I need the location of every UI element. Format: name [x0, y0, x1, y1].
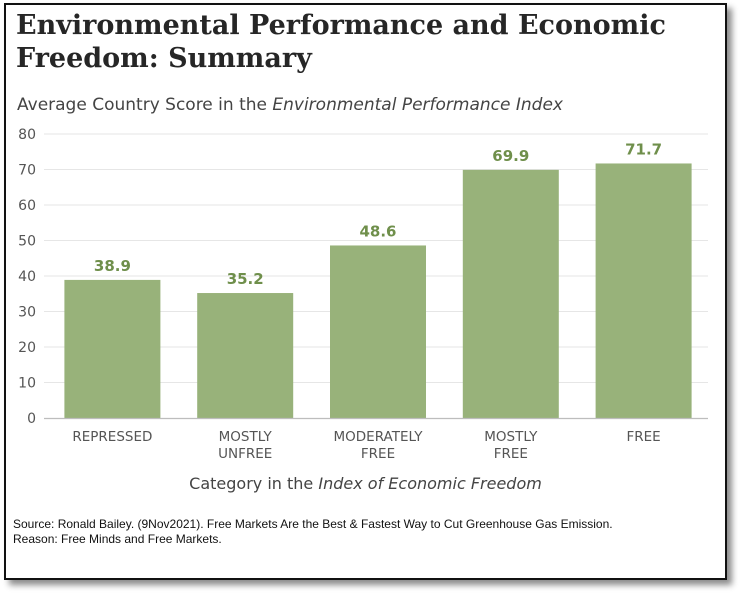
y-tick-label: 50 [18, 234, 36, 250]
data-label: 38.9 [94, 257, 131, 275]
bar [462, 169, 559, 418]
chart-subtitle: Average Country Score in the Environment… [17, 95, 563, 115]
x-tick-label: UNFREE [218, 446, 272, 462]
y-tick-label: 10 [18, 376, 36, 392]
x-axis-title: Category in the Index of Economic Freedo… [6, 474, 725, 493]
data-label: 48.6 [359, 222, 396, 240]
y-tick-label: 20 [18, 340, 36, 356]
data-label: 69.9 [492, 147, 529, 165]
y-tick-label: 80 [18, 127, 36, 143]
chart-title: Environmental Performance and Economic F… [16, 10, 666, 74]
subtitle-italic: Environmental Performance Index [272, 95, 563, 115]
x-tick-label: FREE [626, 429, 660, 445]
x-axis-title-prefix: Category in the [189, 474, 319, 493]
x-axis-title-italic: Index of Economic Freedom [318, 474, 542, 493]
bar [197, 293, 294, 418]
x-tick-label: FREE [361, 446, 395, 462]
bar [330, 245, 426, 418]
y-tick-label: 40 [18, 269, 36, 285]
source-note: Source: Ronald Bailey. (9Nov2021). Free … [13, 517, 613, 546]
bar-chart: 0 10 20 30 40 50 60 70 80 38.9 REPRESSED 35.2 MOSTLY… [18, 127, 708, 462]
data-label: 71.7 [625, 140, 662, 158]
data-label: 35.2 [227, 270, 264, 288]
y-tick-label: 60 [18, 198, 36, 214]
y-tick-label: 70 [18, 163, 36, 179]
x-tick-label: MODERATELY [334, 429, 424, 445]
y-tick-label: 30 [18, 305, 36, 321]
x-tick-label: REPRESSED [72, 429, 152, 445]
x-tick-label: MOSTLY [219, 429, 273, 445]
subtitle-prefix: Average Country Score in the [17, 95, 273, 115]
y-tick-label: 0 [27, 411, 36, 427]
chart-frame: Environmental Performance and Economic F… [4, 3, 727, 580]
x-tick-label: MOSTLY [484, 429, 538, 445]
x-tick-label: FREE [494, 446, 528, 462]
bar [595, 163, 692, 418]
bar [64, 279, 161, 418]
